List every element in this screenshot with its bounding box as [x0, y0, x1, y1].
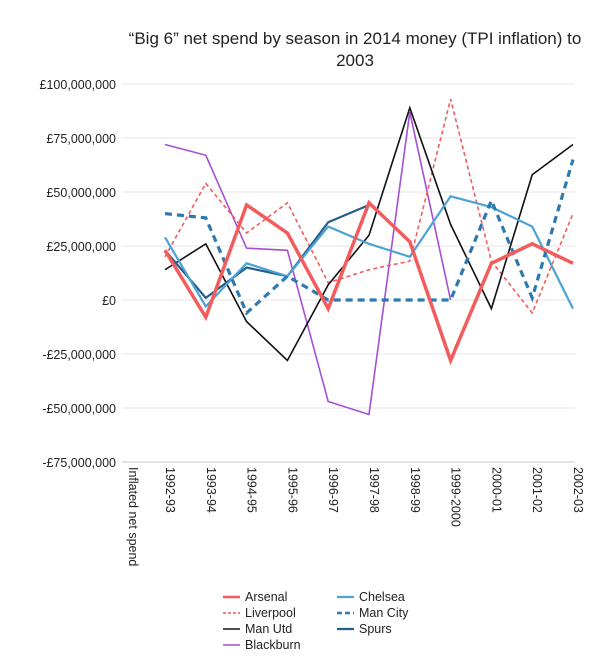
- series-line-chelsea: [164, 195, 574, 310]
- legend-label: Liverpool: [245, 606, 296, 620]
- y-tick-label: £0: [102, 294, 116, 308]
- series-line-liverpool: [164, 98, 574, 315]
- x-tick-label: 1997-98: [367, 467, 381, 513]
- series-line-man-utd: [164, 105, 574, 362]
- y-tick-label: -£25,000,000: [42, 348, 116, 362]
- x-tick-label: 2000-01: [489, 467, 503, 513]
- y-tick-label: £25,000,000: [46, 240, 116, 254]
- chart-title: “Big 6” net spend by season in 2014 mone…: [128, 29, 582, 70]
- x-axis-label: Inflated net spend: [126, 467, 140, 566]
- series-line-arsenal: [163, 199, 574, 366]
- x-tick-label: 1996-97: [326, 467, 340, 513]
- legend-label: Chelsea: [359, 590, 405, 604]
- y-tick-label: £50,000,000: [46, 186, 116, 200]
- series-line-man-city: [164, 159, 575, 316]
- x-tick-label: 1993-94: [204, 467, 218, 513]
- x-tick-label: 1994-95: [245, 467, 259, 513]
- x-tick-label: 1992-93: [163, 467, 177, 513]
- x-tick-label: 2002-03: [571, 467, 585, 513]
- x-tick-label: 1998-99: [408, 467, 422, 513]
- y-tick-label: £100,000,000: [40, 78, 117, 92]
- series-line-spurs: [164, 203, 370, 300]
- x-tick-label: 1999-2000: [449, 467, 463, 527]
- series-line-blackburn: [164, 111, 452, 416]
- y-tick-label: -£50,000,000: [42, 402, 116, 416]
- x-tick-label: 1995-96: [285, 467, 299, 513]
- legend-label: Blackburn: [245, 638, 301, 652]
- y-tick-label: -£75,000,000: [42, 456, 116, 470]
- legend-label: Spurs: [359, 622, 392, 636]
- legend-label: Arsenal: [245, 590, 287, 604]
- legend-label: Man Utd: [245, 622, 292, 636]
- x-tick-label: 2001-02: [530, 467, 544, 513]
- y-tick-label: £75,000,000: [46, 132, 116, 146]
- legend-label: Man City: [359, 606, 409, 620]
